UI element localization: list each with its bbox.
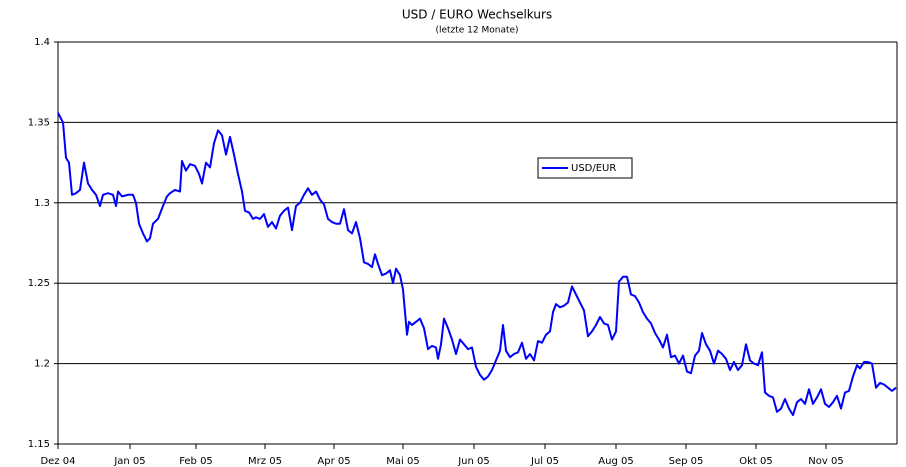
legend-box <box>537 157 633 179</box>
chart-title: USD / EURO Wechselkurs <box>402 8 552 22</box>
y-tick-label: 1.15 <box>28 439 50 450</box>
x-tick-label: Okt 05 <box>739 456 773 467</box>
x-tick-label: Apr 05 <box>317 456 350 467</box>
x-tick-label: Jun 05 <box>457 456 490 467</box>
x-tick-label: Jul 05 <box>530 456 559 467</box>
legend-label: USD/EUR <box>571 163 616 174</box>
x-tick-label: Dez 04 <box>40 456 75 467</box>
x-tick-label: Sep 05 <box>669 456 704 467</box>
x-tick-label: Mrz 05 <box>248 456 282 467</box>
x-tick-label: Feb 05 <box>179 456 213 467</box>
y-tick-label: 1.3 <box>34 198 50 209</box>
x-tick-label: Mai 05 <box>386 456 419 467</box>
chart-subtitle: (letzte 12 Monate) <box>435 26 518 36</box>
x-tick-label: Jan 05 <box>113 456 145 467</box>
y-tick-label: 1.25 <box>28 278 50 289</box>
series-line <box>57 112 897 417</box>
x-tick-label: Nov 05 <box>808 456 843 467</box>
y-tick-label: 1.4 <box>34 37 50 48</box>
y-tick-label: 1.2 <box>34 359 50 370</box>
x-tick-label: Aug 05 <box>598 456 633 467</box>
y-tick-label: 1.35 <box>28 117 50 128</box>
